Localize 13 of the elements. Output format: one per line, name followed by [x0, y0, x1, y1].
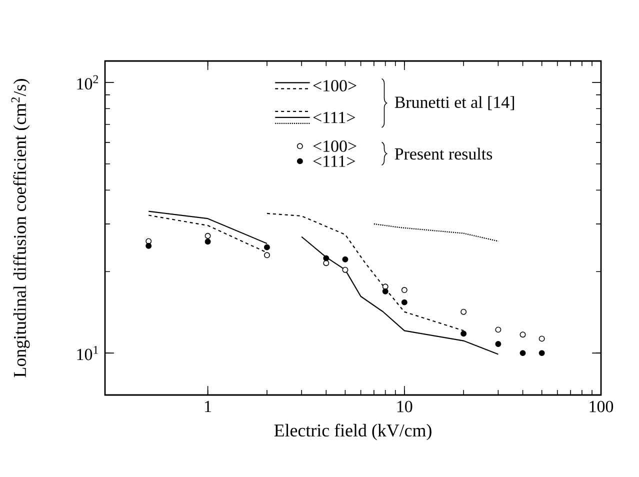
- y-tick-label: 10$^{2}$: [77, 75, 98, 90]
- legend-label: <100>: [313, 80, 356, 92]
- annotation: Present results: [394, 148, 492, 160]
- x-tick-label: 10: [397, 400, 412, 412]
- y-tick-label: 10$^{1}$: [77, 346, 98, 360]
- legend-label: <100>: [313, 140, 356, 152]
- x-tick-label: 1: [205, 400, 212, 412]
- legend-label: <111>: [313, 156, 355, 167]
- annotation: Brunetti et al [14]: [394, 96, 514, 110]
- x-axis-title: Electric field (kV/cm): [274, 424, 432, 440]
- y-axis-title: Longitudinal diffusion coefficient (cm$^{2}$/s): [11, 79, 30, 378]
- x-tick-label: 100: [590, 400, 614, 412]
- legend-label: <111>: [313, 112, 355, 124]
